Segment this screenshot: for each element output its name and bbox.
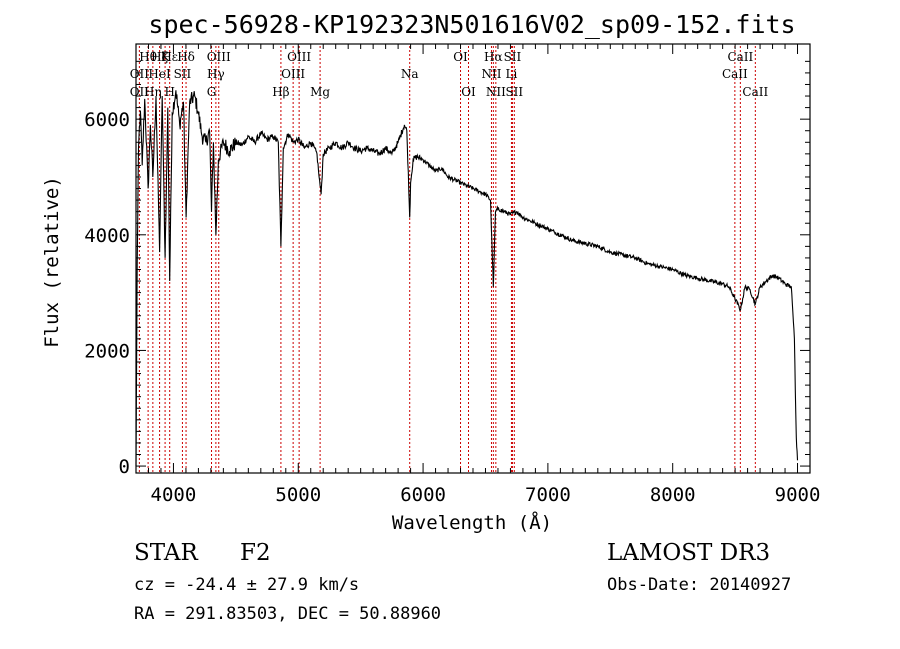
line-label-3: Hη (144, 85, 162, 99)
y-tick-label-1: 2000 (84, 340, 130, 362)
line-label-12: Hγ (207, 67, 225, 81)
object-subclass: F2 (240, 540, 271, 566)
x-tick-label-5: 9000 (775, 484, 821, 506)
survey-name: LAMOST DR3 (607, 540, 770, 566)
object-class: STAR (134, 540, 198, 566)
line-label-20: OI (461, 85, 476, 99)
line-label-24: Li (506, 67, 518, 81)
line-label-10: Hδ (177, 50, 195, 64)
plot-frame (135, 43, 811, 474)
line-label-13: OIII (207, 50, 231, 64)
line-label-11: G (207, 85, 217, 99)
line-label-4: HeI (148, 67, 171, 81)
line-label-26: SII (505, 85, 523, 99)
chart-title: spec-56928-KP192323N501616V02_sp09-152.f… (148, 10, 795, 39)
line-label-17: Mg (310, 85, 330, 99)
line-label-8: Hε (161, 50, 178, 64)
x-tick-label-3: 7000 (525, 484, 571, 506)
y-tick-label-2: 4000 (84, 225, 130, 247)
spectral-line-markers (138, 46, 756, 473)
y-tick-label-3: 6000 (84, 109, 130, 131)
line-label-23: NII (486, 85, 506, 99)
line-label-21: NII (481, 67, 501, 81)
line-label-25: SII (504, 50, 522, 64)
coordinates: RA = 291.83503, DEC = 50.88960 (134, 604, 441, 624)
x-tick-label-0: 4000 (151, 484, 197, 506)
line-label-6: K (161, 50, 171, 64)
spectrum-series-line (135, 90, 799, 467)
redshift-value: cz = -24.4 ± 27.9 km/s (134, 575, 359, 595)
spectral-line-labels: OII OII Hθ Hη HeI HζK H Hε SII Hδ G Hγ OIII Hβ OIII OII… (130, 50, 769, 99)
x-axis-label: Wavelength (Å) (392, 511, 552, 534)
line-label-5: Hζ (151, 50, 168, 64)
y-axis-label: Flux (relative) (41, 176, 63, 348)
line-label-1: OII (130, 85, 150, 99)
line-label-22: Hα (484, 50, 503, 64)
line-label-19: OI (453, 50, 468, 64)
line-label-7: H (164, 85, 174, 99)
line-label-15: OIII (281, 67, 305, 81)
line-label-9: SII (174, 67, 192, 81)
line-label-29: CaII (742, 85, 768, 99)
x-tick-label-4: 8000 (650, 484, 696, 506)
line-label-16: OIII (287, 50, 311, 64)
obs-date: Obs-Date: 20140927 (607, 575, 791, 595)
x-tick-label-1: 5000 (275, 484, 321, 506)
line-label-18: Na (401, 67, 419, 81)
line-label-2: Hθ (139, 50, 157, 64)
y-tick-label-0: 0 (119, 456, 130, 478)
line-label-28: CaII (727, 50, 753, 64)
line-label-14: Hβ (272, 85, 289, 99)
y-axis-ticks: 0 2000 4000 6000 (84, 60, 810, 478)
line-label-27: CaII (722, 67, 748, 81)
x-tick-label-2: 6000 (400, 484, 446, 506)
line-label-0: OII (130, 67, 150, 81)
x-axis-ticks: 4000 5000 6000 7000 8000 9000 (135, 44, 821, 506)
